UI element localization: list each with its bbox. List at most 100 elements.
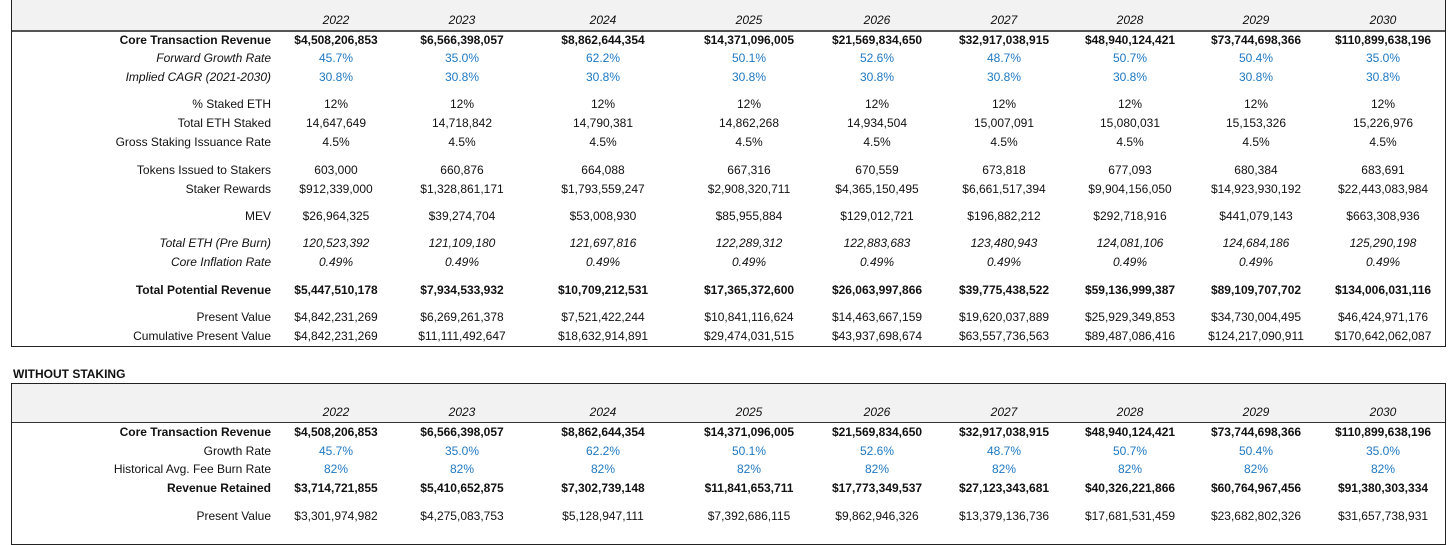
cell-value: $912,339,000: [299, 182, 373, 196]
table-row: Forward Growth Rate 45.7% 35.0% 62.2% 50.1% 5…: [0, 50, 1456, 66]
row-label: Core Transaction Revenue: [119, 425, 271, 439]
cell-value: 30.8%: [1365, 70, 1401, 84]
cell-value: 121,697,816: [569, 236, 637, 250]
year-header: 2022: [322, 13, 350, 27]
cell-value: 122,289,312: [715, 236, 783, 250]
table-row: Total Potential Revenue $5,447,510,178 $7,…: [0, 282, 1456, 298]
cell-value: 35.0%: [1365, 51, 1401, 65]
row-label: Core Transaction Revenue: [119, 33, 271, 47]
year-header: 2030: [1369, 13, 1397, 27]
cell-value: $39,274,704: [428, 209, 496, 223]
year-header: 2023: [448, 405, 476, 419]
cell-value: 15,226,976: [1352, 116, 1414, 130]
cell-value: 50.4%: [1238, 444, 1274, 458]
year-header: 2027: [990, 13, 1018, 27]
cell-value: 12%: [1243, 97, 1269, 111]
cell-value: 124,081,106: [1096, 236, 1164, 250]
cell-value: $7,302,739,148: [561, 481, 645, 495]
row-label: Growth Rate: [203, 444, 271, 458]
year-header: 2022: [322, 405, 350, 419]
cell-value: $10,841,116,624: [704, 310, 794, 324]
cell-value: $14,371,096,005: [703, 33, 795, 47]
cell-value: $19,620,037,889: [958, 310, 1050, 324]
cell-value: $14,371,096,005: [703, 425, 795, 439]
cell-value: $7,392,686,115: [707, 509, 791, 523]
cell-value: 14,647,649: [305, 116, 367, 130]
cell-value: $14,463,667,159: [831, 310, 923, 324]
cell-value: 0.49%: [859, 255, 895, 269]
cell-value: $17,681,531,459: [1084, 509, 1176, 523]
table-row: Gross Staking Issuance Rate 4.5% 4.5% 4.5% 4…: [0, 134, 1456, 150]
cell-value: $63,557,736,563: [958, 329, 1050, 343]
year-header: 2026: [863, 13, 891, 27]
cell-value: 45.7%: [318, 444, 354, 458]
row-label: Revenue Retained: [166, 481, 271, 495]
cell-value: 48.7%: [986, 51, 1022, 65]
table-row: Implied CAGR (2021-2030) 30.8% 30.8% 30.8% 3…: [0, 69, 1456, 85]
cell-value: $10,709,212,531: [557, 283, 649, 297]
cell-value: $73,744,698,366: [1210, 33, 1302, 47]
cell-value: 122,883,683: [843, 236, 911, 250]
cell-value: 82%: [449, 462, 475, 476]
cell-value: 4.5%: [1369, 135, 1397, 149]
cell-value: $110,899,638,196: [1334, 425, 1432, 439]
year-header: 2028: [1116, 405, 1144, 419]
cell-value: $129,012,721: [840, 209, 914, 223]
cell-value: 15,007,091: [973, 116, 1035, 130]
cell-value: 664,088: [581, 163, 625, 177]
cell-value: 14,790,381: [572, 116, 634, 130]
cell-value: $22,443,083,984: [1337, 182, 1429, 196]
cell-value: 15,153,326: [1225, 116, 1287, 130]
table-row: Cumulative Present Value $4,842,231,269 $1…: [0, 328, 1456, 344]
cell-value: 82%: [864, 462, 890, 476]
table-row: Core Transaction Revenue $4,508,206,853 $6…: [0, 32, 1456, 48]
cell-value: $124,217,090,911: [1208, 329, 1304, 343]
cell-value: 670,559: [855, 163, 899, 177]
cell-value: $3,301,974,982: [294, 509, 378, 523]
table-row: Total ETH Staked 14,647,649 14,718,842 14,7…: [0, 115, 1456, 131]
table-row: Historical Avg. Fee Burn Rate 82% 82% 82% 82…: [0, 461, 1456, 477]
cell-value: $5,410,652,875: [420, 481, 504, 495]
cell-value: 124,684,186: [1222, 236, 1290, 250]
cell-value: 50.1%: [731, 51, 767, 65]
cell-value: 0.49%: [1112, 255, 1148, 269]
row-label: Present Value: [196, 509, 272, 523]
row-label: Total Potential Revenue: [135, 283, 271, 297]
cell-value: $26,964,325: [302, 209, 370, 223]
table-row: % Staked ETH 12% 12% 12% 12% 12% 12% 12% 12% 12%: [0, 96, 1456, 112]
cell-value: 35.0%: [1365, 444, 1401, 458]
cell-value: $13,379,136,736: [958, 509, 1050, 523]
cell-value: $4,842,231,269: [294, 310, 378, 324]
cell-value: $59,136,999,387: [1084, 283, 1176, 297]
cell-value: $9,862,946,326: [835, 509, 919, 523]
cell-value: $27,123,343,681: [958, 481, 1050, 495]
cell-value: $9,904,156,050: [1088, 182, 1172, 196]
cell-value: $6,269,261,378: [420, 310, 504, 324]
cell-value: $6,566,398,057: [420, 33, 504, 47]
cell-value: $8,862,644,354: [561, 425, 645, 439]
cell-value: 30.8%: [731, 70, 767, 84]
row-label: Cumulative Present Value: [133, 329, 271, 343]
year-header: 2024: [589, 405, 617, 419]
cell-value: 12%: [449, 97, 475, 111]
year-header: 2026: [863, 405, 891, 419]
cell-value: 0.49%: [1238, 255, 1274, 269]
cell-value: $17,365,372,600: [703, 283, 795, 297]
cell-value: $6,566,398,057: [420, 425, 504, 439]
cell-value: $11,111,492,647: [418, 329, 506, 343]
cell-value: $85,955,884: [715, 209, 783, 223]
cell-value: 683,691: [1361, 163, 1405, 177]
cell-value: $5,447,510,178: [294, 283, 378, 297]
cell-value: $48,940,124,421: [1084, 425, 1176, 439]
year-header: 2028: [1116, 13, 1144, 27]
row-label: Present Value: [196, 310, 272, 324]
table-row: Core Transaction Revenue $4,508,206,853 $6…: [0, 424, 1456, 440]
cell-value: $3,714,721,855: [294, 481, 378, 495]
cell-value: 50.7%: [1112, 51, 1148, 65]
cell-value: 50.4%: [1238, 51, 1274, 65]
year-header-row: 2022 2023 2024 2025 2026 2027 2028 2029 2030: [0, 404, 1456, 420]
cell-value: $40,326,221,866: [1084, 481, 1176, 495]
cell-value: 125,290,198: [1349, 236, 1417, 250]
cell-value: 0.49%: [585, 255, 621, 269]
cell-value: 4.5%: [1242, 135, 1270, 149]
